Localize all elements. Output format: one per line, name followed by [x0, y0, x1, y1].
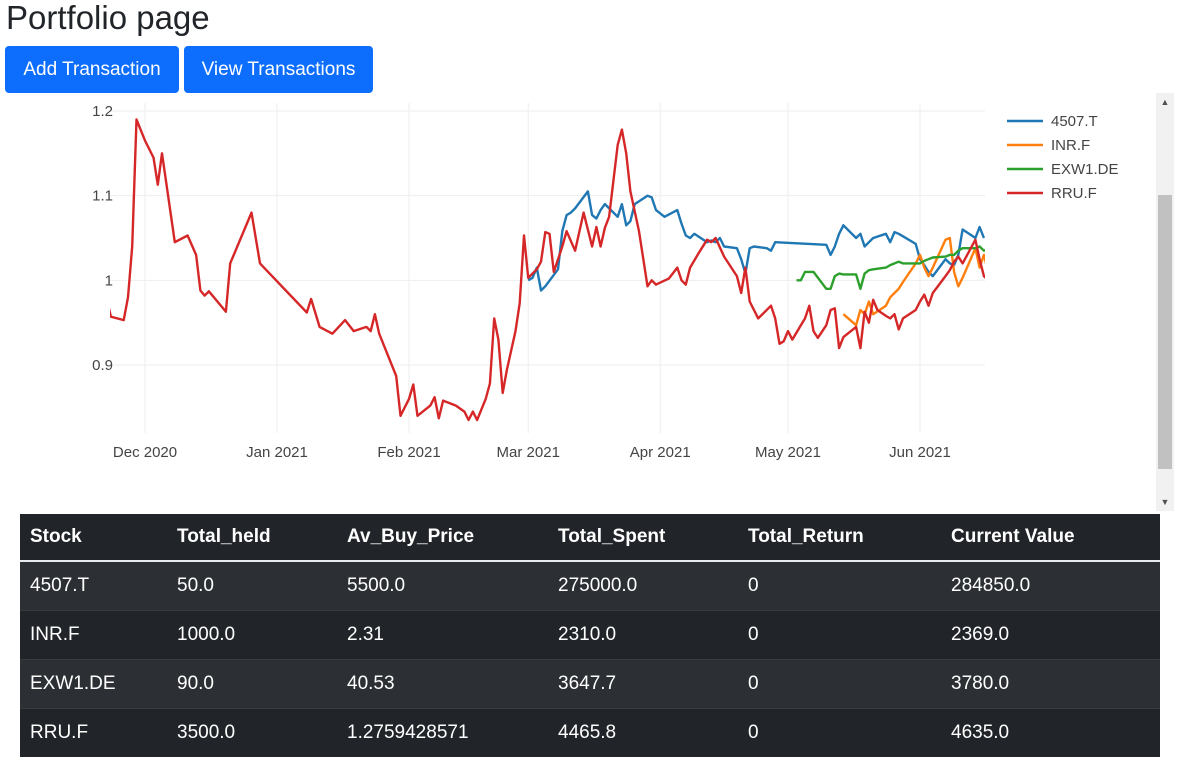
table-cell: 1.2759428571 — [337, 708, 548, 757]
series-line-4507-t — [527, 190, 985, 292]
table-cell: 284850.0 — [941, 560, 1160, 611]
table-row: 4507.T 50.0 5500.0 275000.0 0 284850.0 — [20, 560, 1160, 611]
table-cell: 90.0 — [167, 659, 337, 709]
table-cell: 2369.0 — [941, 610, 1160, 660]
table-cell: 2.31 — [337, 610, 548, 660]
y-tick-label: 0.9 — [92, 357, 113, 374]
y-tick-label: 1.1 — [92, 188, 113, 205]
y-tick-label: 1 — [105, 272, 113, 289]
scroll-up-icon[interactable]: ▲ — [1160, 97, 1170, 107]
legend-item: INR.F — [1051, 137, 1090, 154]
table-cell: 3500.0 — [167, 708, 337, 757]
page-title: Portfolio page — [6, 0, 210, 36]
table-cell: RRU.F — [20, 708, 167, 757]
table-cell: 4635.0 — [941, 708, 1160, 757]
portfolio-chart[interactable]: Dec 2020 Jan 2021 Feb 2021 Mar 2021 Apr 2021… — [0, 93, 1156, 511]
column-header: Current Value — [941, 514, 1160, 562]
view-transactions-button[interactable]: View Transactions — [184, 46, 373, 93]
table-cell: INR.F — [20, 610, 167, 660]
chart-svg: Dec 2020 Jan 2021 Feb 2021 Mar 2021 Apr 2021… — [92, 103, 1119, 461]
table-row: RRU.F 3500.0 1.2759428571 4465.8 0 4635.… — [20, 708, 1160, 757]
x-tick-label: Dec 2020 — [113, 444, 177, 461]
table-row: EXW1.DE 90.0 40.53 3647.7 0 3780.0 — [20, 659, 1160, 709]
legend-item: EXW1.DE — [1051, 161, 1119, 178]
x-tick-label: May 2021 — [755, 444, 821, 461]
table-cell: 5500.0 — [337, 560, 548, 611]
x-tick-label: Feb 2021 — [377, 444, 440, 461]
table-cell: 0 — [738, 560, 941, 611]
table-cell: 0 — [738, 659, 941, 709]
table-cell: 40.53 — [337, 659, 548, 709]
vertical-scrollbar[interactable]: ▲ ▼ — [1156, 93, 1174, 511]
column-header: Total_held — [167, 514, 337, 562]
series-line-exw1-de — [796, 245, 985, 290]
table-cell: 2310.0 — [548, 610, 738, 660]
table-cell: 0 — [738, 708, 941, 757]
portfolio-table: Stock Total_held Av_Buy_Price Total_Spen… — [20, 514, 1160, 757]
column-header: Total_Return — [738, 514, 941, 562]
y-tick-label: 1.2 — [92, 103, 113, 120]
table-row: INR.F 1000.0 2.31 2310.0 0 2369.0 — [20, 610, 1160, 660]
column-header: Stock — [20, 514, 167, 562]
table-cell: 275000.0 — [548, 560, 738, 611]
series-line-rru-f — [110, 118, 985, 422]
table-cell: 4465.8 — [548, 708, 738, 757]
scroll-thumb[interactable] — [1158, 195, 1172, 469]
table-cell: 4507.T — [20, 560, 167, 611]
table-cell: 3780.0 — [941, 659, 1160, 709]
table-header-row: Stock Total_held Av_Buy_Price Total_Spen… — [20, 514, 1160, 562]
legend-item: RRU.F — [1051, 185, 1097, 202]
scroll-down-icon[interactable]: ▼ — [1160, 497, 1170, 507]
table-cell: 3647.7 — [548, 659, 738, 709]
table-cell: 1000.0 — [167, 610, 337, 660]
add-transaction-button[interactable]: Add Transaction — [5, 46, 179, 93]
table-cell: 50.0 — [167, 560, 337, 611]
table-cell: 0 — [738, 610, 941, 660]
x-tick-label: Jun 2021 — [889, 444, 951, 461]
column-header: Total_Spent — [548, 514, 738, 562]
column-header: Av_Buy_Price — [337, 514, 548, 562]
x-tick-label: Apr 2021 — [630, 444, 691, 461]
x-tick-label: Mar 2021 — [497, 444, 560, 461]
x-tick-label: Jan 2021 — [246, 444, 308, 461]
legend-item: 4507.T — [1051, 113, 1098, 130]
table-cell: EXW1.DE — [20, 659, 167, 709]
